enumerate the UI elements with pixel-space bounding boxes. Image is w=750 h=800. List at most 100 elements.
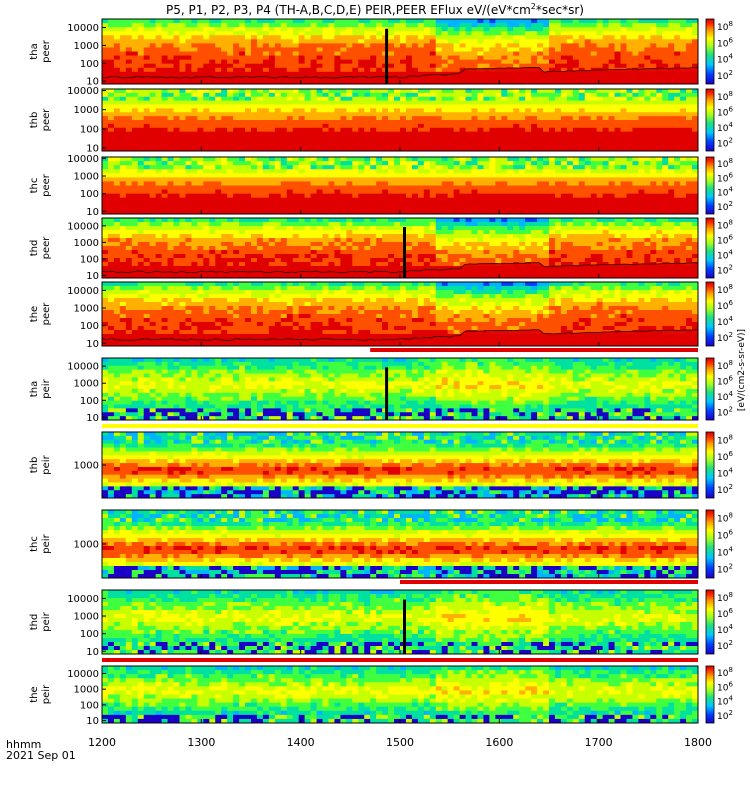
heat-cell [364, 43, 371, 48]
heat-cell [262, 161, 270, 166]
heat-cell [531, 19, 538, 24]
heat-cell [113, 35, 121, 40]
heat-cell [209, 165, 216, 170]
heat-cell [644, 139, 651, 144]
heat-cell [316, 143, 324, 148]
heat-cell [638, 185, 645, 191]
heat-cell [549, 120, 556, 125]
heat-cell [125, 127, 133, 133]
heat-cell [501, 177, 508, 182]
heat-cell [447, 55, 455, 61]
heat-cell [102, 161, 109, 166]
heat-cell [477, 43, 484, 48]
heat-cell [686, 185, 693, 191]
heat-cell [173, 19, 180, 24]
heat-cell [465, 31, 473, 36]
heat-cell [608, 139, 616, 144]
heat-cell [674, 92, 681, 98]
heat-cell [203, 123, 210, 129]
heat-cell [256, 96, 264, 102]
heat-cell [316, 89, 324, 94]
heat-cell [245, 100, 252, 106]
heat-cell [543, 27, 550, 32]
heat-cell [566, 47, 574, 52]
heat-cell [185, 209, 192, 215]
heat-cell [280, 139, 288, 144]
heat-cell [143, 147, 151, 152]
heat-cell [143, 201, 151, 207]
heat-cell [501, 112, 508, 117]
heat-cell [465, 35, 473, 40]
heat-cell [221, 92, 228, 98]
heat-cell [608, 209, 616, 215]
heat-cell [638, 189, 645, 195]
heat-cell [513, 112, 520, 117]
heat-cell [525, 120, 532, 125]
heat-cell [453, 31, 461, 36]
heat-cell [537, 161, 544, 166]
heat-cell [632, 181, 639, 186]
heat-cell [203, 205, 210, 211]
heat-cell [578, 47, 586, 52]
heat-cell [191, 35, 198, 40]
heat-cell [274, 116, 282, 121]
heat-cell [191, 209, 198, 215]
heat-cell [149, 181, 157, 186]
heat-cell [131, 131, 139, 137]
heat-cell [465, 47, 473, 52]
heat-cell [501, 47, 508, 52]
heat-cell [352, 169, 359, 174]
heat-cell [489, 165, 496, 170]
heat-cell [233, 120, 240, 125]
heat-cell [686, 23, 693, 28]
heat-cell [137, 67, 145, 73]
heat-cell [656, 47, 663, 52]
heat-cell [161, 23, 169, 28]
heat-cell [400, 209, 407, 215]
heat-cell [578, 108, 586, 113]
heat-cell [596, 63, 604, 69]
heat-cell [435, 112, 443, 117]
heat-cell [113, 238, 121, 243]
heat-cell [650, 157, 657, 162]
heat-cell [519, 55, 526, 61]
heat-cell [572, 92, 580, 98]
heat-cell [352, 108, 359, 113]
heat-cell [495, 51, 502, 57]
heat-cell [376, 100, 383, 106]
heat-cell [400, 43, 407, 48]
heat-cell [465, 116, 473, 121]
heat-cell [340, 165, 347, 170]
heat-cell [268, 92, 276, 98]
heat-cell [447, 197, 455, 203]
heat-cell [149, 177, 157, 182]
heat-cell [107, 147, 115, 152]
heat-cell [584, 185, 592, 191]
heat-cell [328, 135, 335, 140]
heat-cell [143, 51, 151, 57]
heat-cell [459, 201, 467, 207]
heat-cell [113, 19, 121, 24]
heat-cell [650, 165, 657, 170]
heat-cell [233, 161, 240, 166]
heat-cell [155, 226, 163, 231]
heat-cell [447, 51, 455, 57]
heat-cell [554, 189, 562, 195]
heat-cell [668, 193, 675, 199]
heat-cell [113, 71, 121, 77]
heat-cell [543, 127, 550, 133]
heat-cell [501, 100, 508, 106]
heat-cell [274, 27, 282, 32]
heat-cell [233, 39, 240, 44]
heat-cell [453, 43, 461, 48]
heat-cell [173, 181, 180, 186]
heat-cell [322, 161, 329, 166]
heat-cell [304, 135, 312, 140]
heat-cell [405, 67, 413, 73]
heat-cell [197, 250, 204, 255]
heat-cell [209, 157, 216, 162]
heat-cell [143, 258, 151, 263]
heat-cell [328, 59, 335, 65]
heat-cell [262, 209, 270, 215]
heat-cell [155, 100, 163, 106]
